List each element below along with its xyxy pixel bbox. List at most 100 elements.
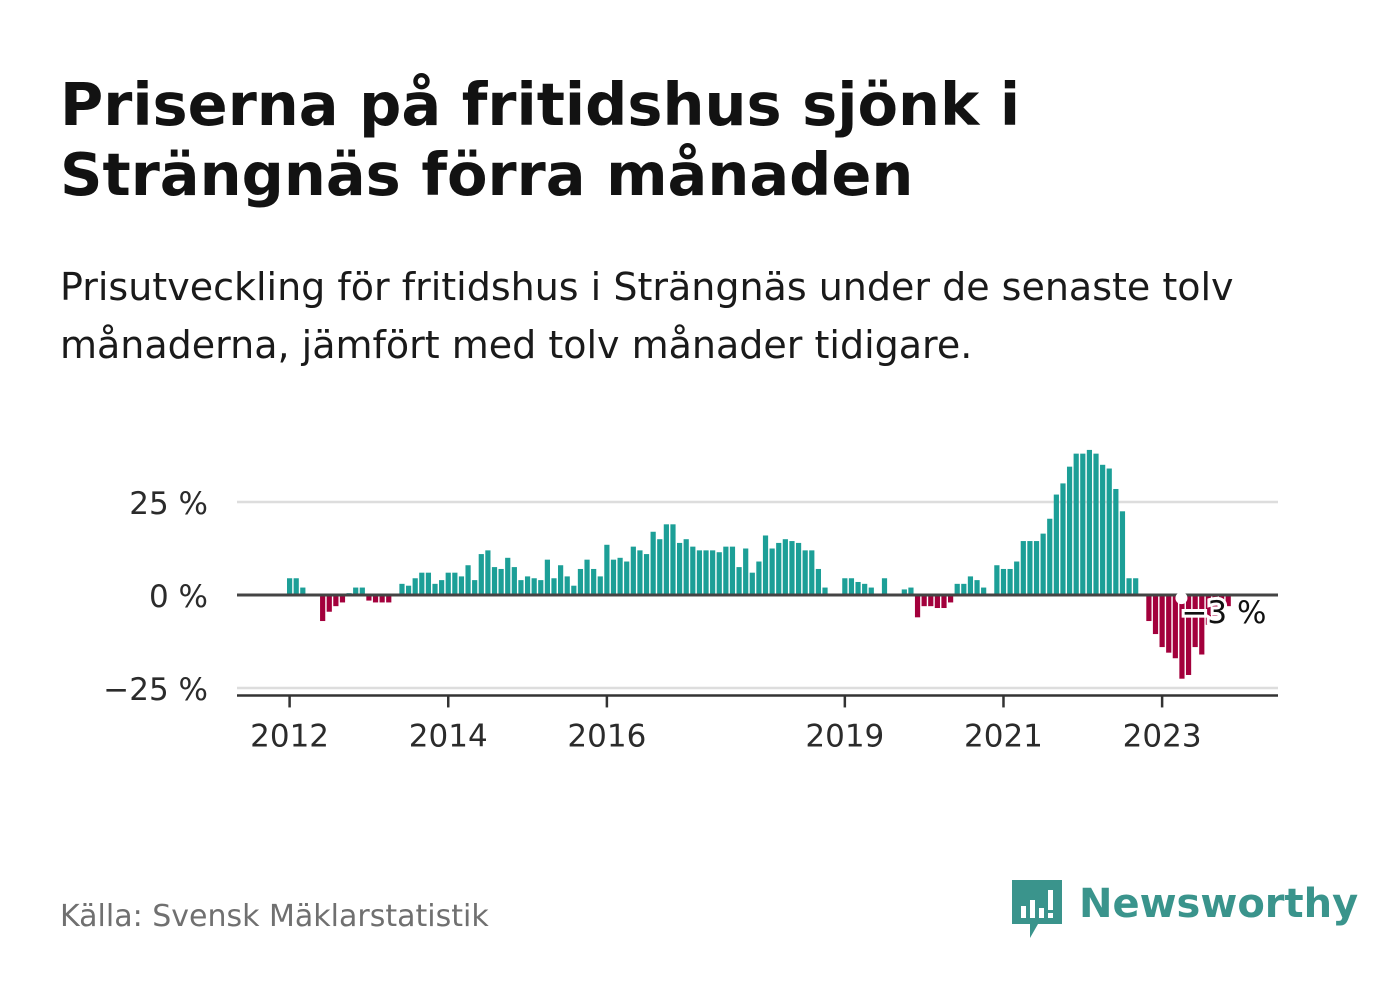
bar <box>472 580 478 595</box>
bar <box>551 578 557 595</box>
bar <box>432 583 438 595</box>
bar <box>1205 595 1211 625</box>
bar <box>967 576 974 595</box>
bar <box>538 580 544 595</box>
bar <box>1047 518 1053 595</box>
bar <box>452 572 458 595</box>
bar <box>1033 541 1040 595</box>
bar <box>630 546 636 595</box>
bar <box>1119 511 1126 595</box>
bar <box>1172 595 1178 659</box>
bar <box>842 578 848 595</box>
bar <box>802 550 808 595</box>
bar <box>789 541 795 595</box>
bar <box>1126 578 1132 595</box>
bar <box>994 565 1000 595</box>
bar <box>1219 595 1225 614</box>
bar <box>723 546 729 595</box>
bar <box>478 554 484 595</box>
bar <box>1212 595 1218 616</box>
bar <box>544 559 550 595</box>
bar <box>425 572 432 595</box>
bar <box>756 561 762 595</box>
bar <box>624 561 630 595</box>
newsworthy-logo-icon <box>1012 880 1062 938</box>
bar <box>690 546 696 595</box>
bar <box>445 572 451 595</box>
bar <box>855 581 861 595</box>
bar <box>333 595 339 607</box>
bar <box>491 567 498 595</box>
bar <box>1093 453 1099 595</box>
bar <box>921 595 927 607</box>
bar <box>386 595 392 603</box>
bar <box>1185 595 1192 675</box>
bar <box>650 531 656 595</box>
bar <box>458 576 465 595</box>
bar <box>676 542 683 595</box>
latest-value-label: −3 % <box>1181 595 1266 631</box>
bar <box>643 554 650 595</box>
bar <box>948 595 954 603</box>
bar <box>439 580 445 595</box>
labels: 25 % 0 % −25 % 2012 2014 2016 2019 2021 2023 −3 % <box>103 486 1269 754</box>
bar <box>366 595 372 601</box>
bar <box>981 587 987 595</box>
bar <box>293 578 299 595</box>
bar <box>610 559 617 595</box>
bar <box>300 587 306 595</box>
bar <box>604 544 610 595</box>
bar <box>1199 595 1205 655</box>
bar <box>577 568 584 595</box>
bar <box>591 568 597 595</box>
bar <box>703 550 709 595</box>
chart-title: Priserna på fritidshus sjönk i Strängnäs… <box>60 70 1021 209</box>
bar <box>1007 568 1013 595</box>
bar <box>974 580 980 595</box>
bar <box>287 578 293 595</box>
bar <box>1100 464 1106 595</box>
bar <box>326 595 332 612</box>
bar <box>1040 533 1046 595</box>
bar <box>584 559 590 595</box>
bar <box>1179 595 1185 679</box>
bar <box>1086 449 1093 595</box>
bar <box>485 550 491 595</box>
bar <box>1066 466 1073 595</box>
x-tick-label: 2016 <box>567 718 646 754</box>
bars <box>287 449 1231 679</box>
bar <box>928 595 934 607</box>
x-tick-label: 2023 <box>1123 718 1202 754</box>
bar <box>379 595 385 603</box>
bar <box>670 524 676 595</box>
bar <box>729 546 736 595</box>
bar <box>339 595 346 603</box>
axes <box>237 593 1278 708</box>
source-note: Källa: Svensk Mäklarstatistik <box>60 899 489 934</box>
bar <box>696 550 703 595</box>
bar <box>822 587 828 595</box>
x-tick-label: 2014 <box>409 718 488 754</box>
bar <box>1060 483 1066 595</box>
bar <box>736 567 742 595</box>
bar <box>353 587 359 595</box>
y-tick-label: 25 % <box>129 486 208 522</box>
bar <box>1020 541 1026 595</box>
bar <box>1166 595 1172 653</box>
bar <box>1192 595 1198 648</box>
bar <box>405 585 412 595</box>
bar <box>809 550 815 595</box>
bar <box>320 595 326 622</box>
bar <box>848 578 855 595</box>
bar <box>908 587 914 595</box>
x-tick-label: 2021 <box>964 718 1043 754</box>
bar <box>815 568 821 595</box>
bar <box>914 595 921 618</box>
bar <box>637 550 643 595</box>
bar <box>571 585 577 595</box>
bar <box>1152 595 1159 635</box>
bar <box>412 578 418 595</box>
bar <box>862 583 868 595</box>
bar <box>558 565 564 595</box>
bar <box>465 565 471 595</box>
